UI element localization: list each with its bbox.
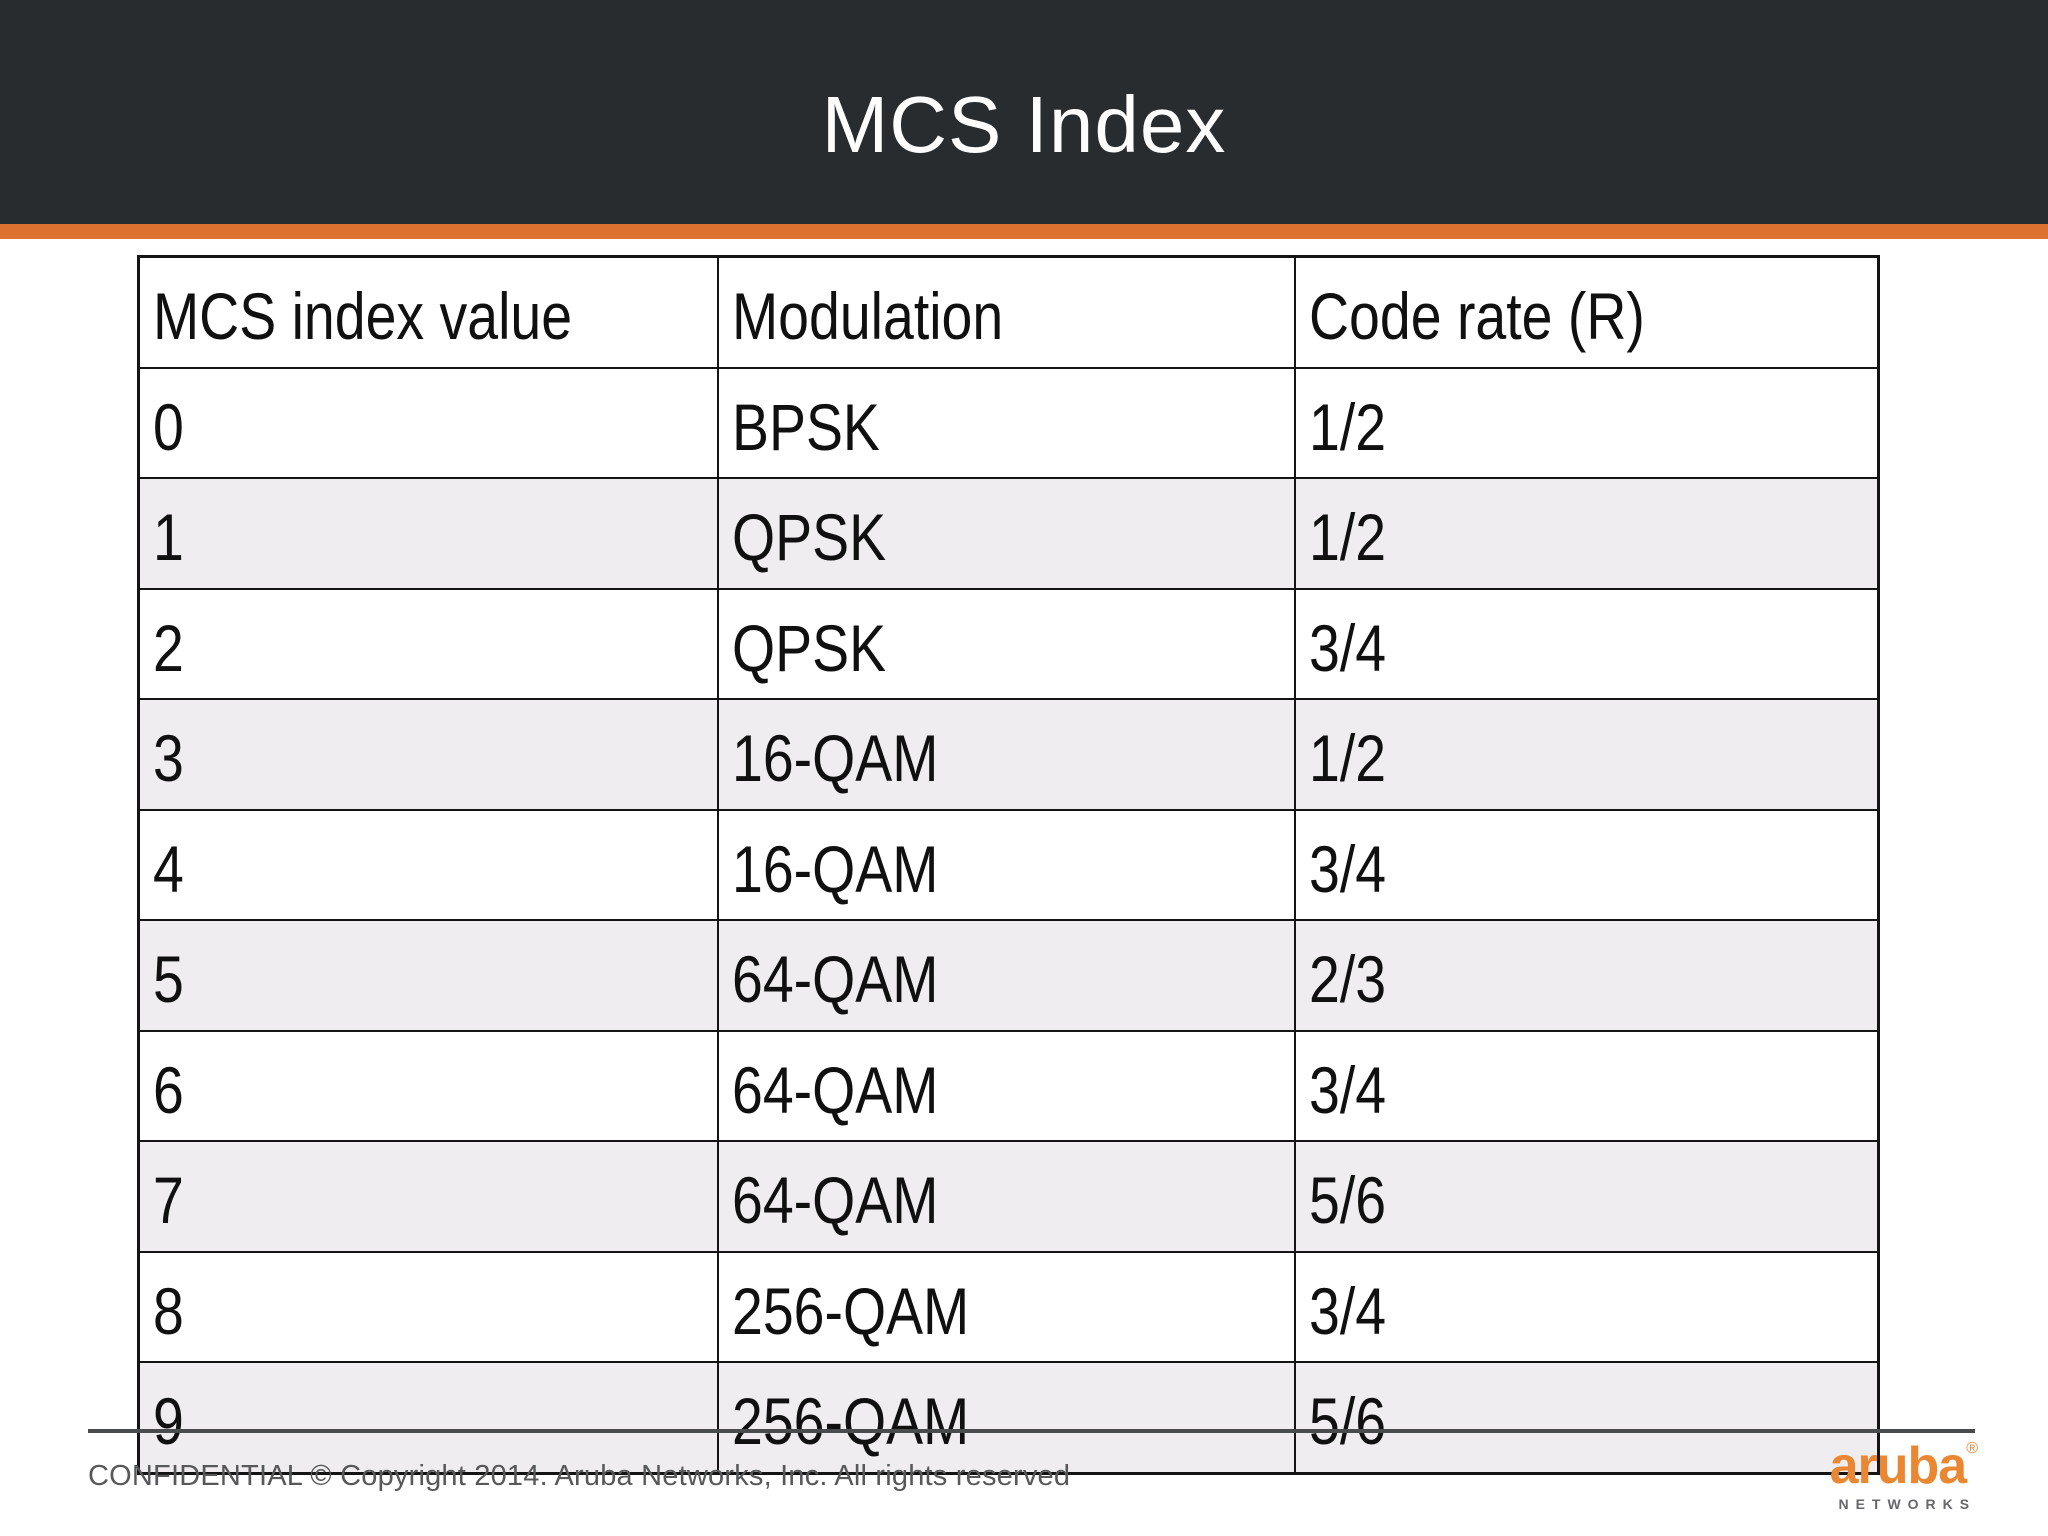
aruba-networks-logo: aruba® NETWORKS (1830, 1440, 1978, 1512)
cell-mcs-index: 0 (137, 366, 719, 479)
registered-trademark-icon: ® (1966, 1440, 1978, 1457)
table-row: 2 QPSK 3/4 (137, 587, 1880, 700)
accent-stripe (0, 224, 2048, 239)
column-header-label: Modulation (731, 279, 1003, 354)
table-row: 5 64-QAM 2/3 (137, 919, 1880, 1032)
cell-modulation: 256-QAM (716, 1250, 1296, 1363)
logo-wordmark: aruba® (1830, 1440, 1978, 1492)
cell-mcs-index: 1 (137, 477, 719, 590)
slide-title: MCS Index (821, 80, 1227, 169)
logo-brand-text: aruba (1829, 1437, 1968, 1495)
cell-code-rate: 1/2 (1293, 366, 1880, 479)
mcs-index-table: MCS index value Modulation Code rate (R)… (137, 255, 1880, 1475)
cell-code-rate: 5/6 (1293, 1361, 1880, 1474)
table-row: 9 256-QAM 5/6 (137, 1361, 1880, 1474)
cell-mcs-index: 3 (137, 698, 719, 811)
cell-mcs-index: 2 (137, 587, 719, 700)
column-header-code-rate: Code rate (R) (1293, 255, 1880, 369)
title-bar: MCS Index (0, 0, 2048, 224)
cell-code-rate: 1/2 (1293, 477, 1880, 590)
table-row: 4 16-QAM 3/4 (137, 808, 1880, 921)
table-row: 6 64-QAM 3/4 (137, 1029, 1880, 1142)
column-header-mcs-index-value: MCS index value (137, 255, 719, 369)
table-row: 1 QPSK 1/2 (137, 477, 1880, 590)
cell-modulation: QPSK (716, 477, 1296, 590)
cell-code-rate: 2/3 (1293, 919, 1880, 1032)
table-row: 3 16-QAM 1/2 (137, 698, 1880, 811)
cell-mcs-index: 7 (137, 1140, 719, 1253)
cell-code-rate: 3/4 (1293, 1029, 1880, 1142)
cell-mcs-index: 6 (137, 1029, 719, 1142)
cell-code-rate: 1/2 (1293, 698, 1880, 811)
cell-modulation: 64-QAM (716, 1029, 1296, 1142)
cell-modulation: 16-QAM (716, 808, 1296, 921)
table-row: 8 256-QAM 3/4 (137, 1250, 1880, 1363)
footer-confidential-text: CONFIDENTIAL © Copyright 2014. Aruba Net… (88, 1460, 1071, 1492)
column-header-modulation: Modulation (716, 255, 1296, 369)
cell-mcs-index: 8 (137, 1250, 719, 1363)
cell-modulation: 256-QAM (716, 1361, 1296, 1474)
cell-modulation: BPSK (716, 366, 1296, 479)
logo-tagline-text: NETWORKS (1838, 1496, 1977, 1512)
cell-modulation: 64-QAM (716, 1140, 1296, 1253)
table-row: 7 64-QAM 5/6 (137, 1140, 1880, 1253)
cell-code-rate: 3/4 (1293, 1250, 1880, 1363)
cell-mcs-index: 5 (137, 919, 719, 1032)
cell-code-rate: 5/6 (1293, 1140, 1880, 1253)
column-header-label: Code rate (R) (1308, 279, 1645, 354)
cell-modulation: 16-QAM (716, 698, 1296, 811)
cell-modulation: 64-QAM (716, 919, 1296, 1032)
table-row: 0 BPSK 1/2 (137, 366, 1880, 479)
footer-divider (88, 1429, 1975, 1433)
table-header-row: MCS index value Modulation Code rate (R) (137, 255, 1880, 369)
cell-mcs-index: 4 (137, 808, 719, 921)
cell-code-rate: 3/4 (1293, 587, 1880, 700)
cell-modulation: QPSK (716, 587, 1296, 700)
cell-code-rate: 3/4 (1293, 808, 1880, 921)
cell-mcs-index: 9 (137, 1361, 719, 1474)
column-header-label: MCS index value (153, 279, 573, 354)
